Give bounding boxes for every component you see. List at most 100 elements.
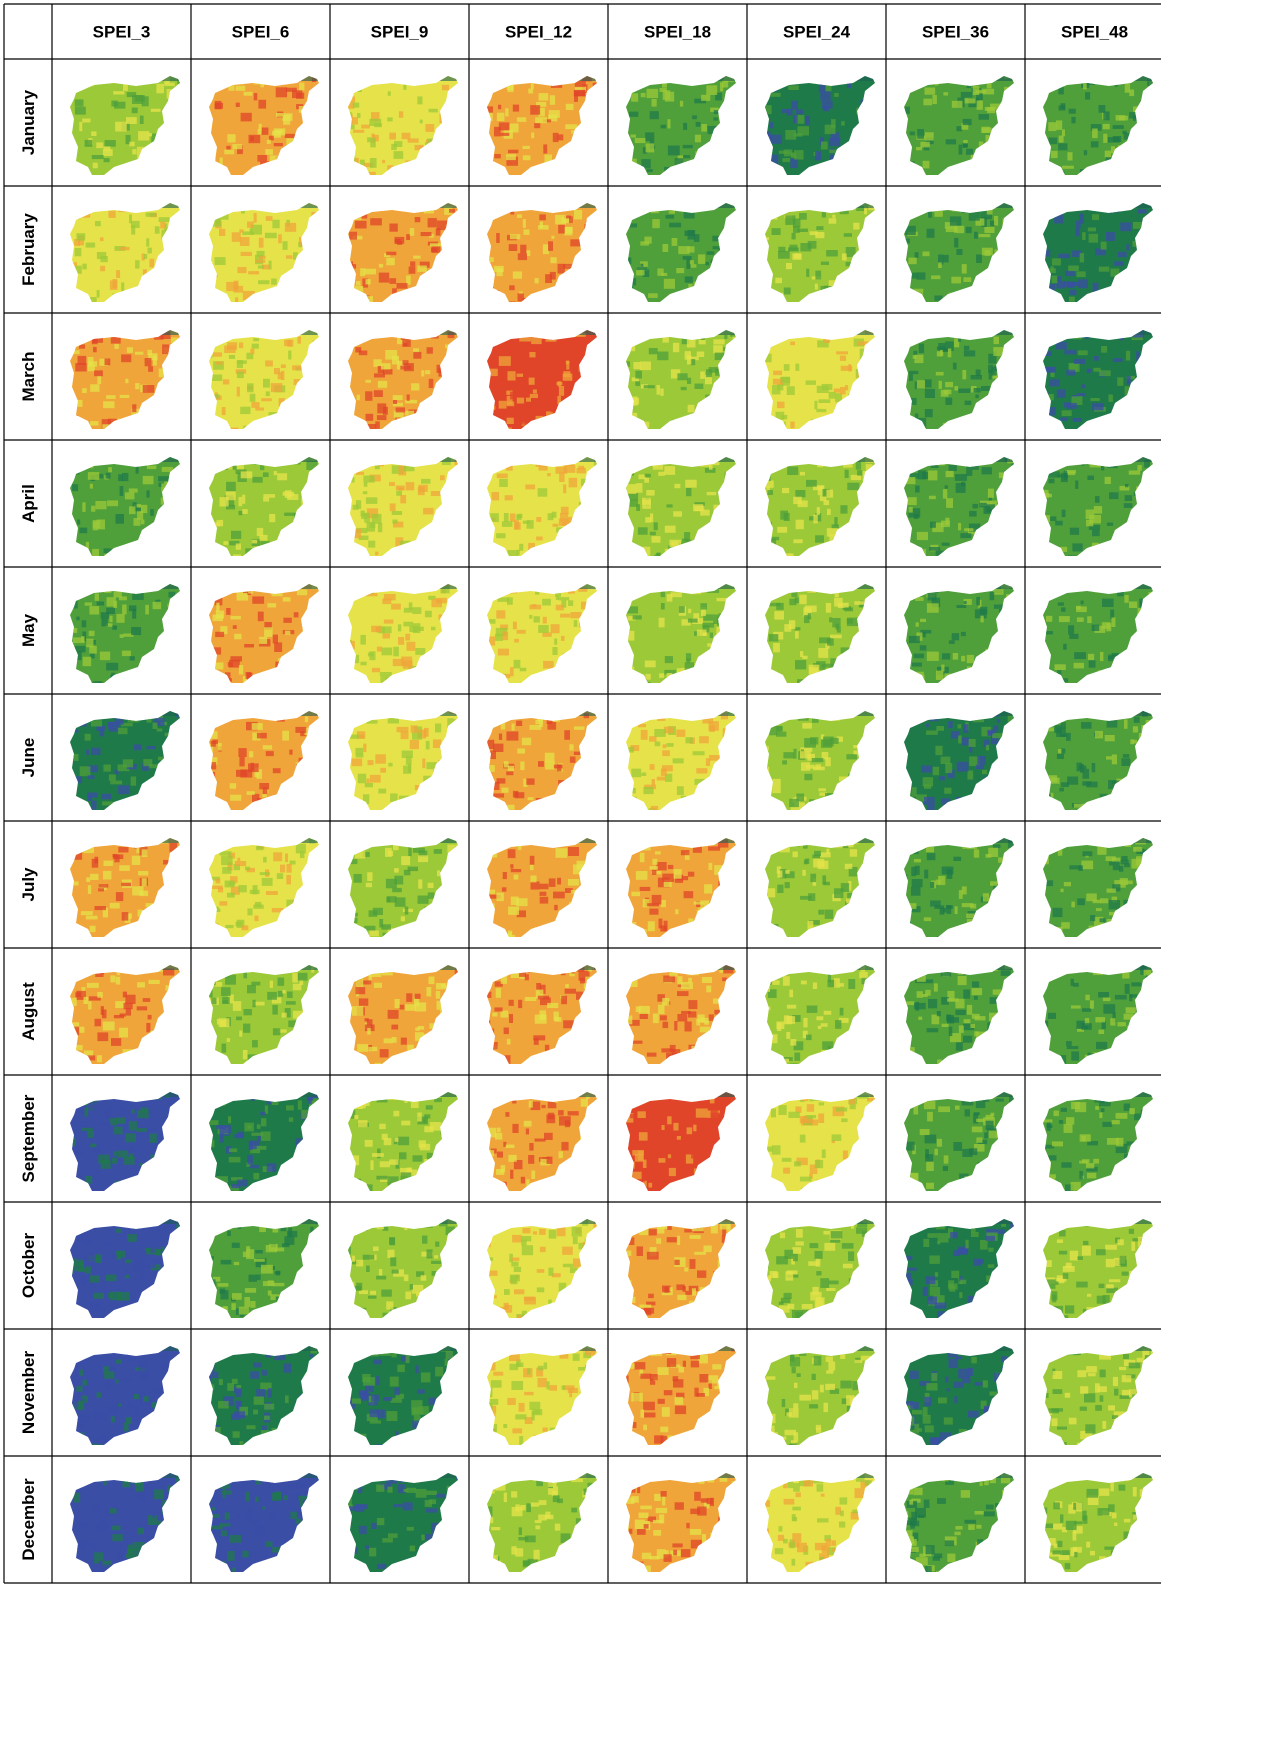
spei-map-august-spei-24: [765, 965, 875, 1064]
spei-map-january-spei-48: [1043, 76, 1153, 175]
row-label-march: March: [19, 351, 38, 401]
spei-map-november-spei-48: [1043, 1346, 1153, 1445]
spei-map-november-spei-3: [70, 1346, 180, 1445]
row-label-october: October: [19, 1233, 38, 1299]
spei-map-december-spei-36: [904, 1473, 1014, 1572]
spei-map-october-spei-48: [1043, 1219, 1153, 1318]
spei-map-august-spei-12: [487, 965, 597, 1064]
spei-map-july-spei-9: [348, 838, 458, 937]
spei-map-october-spei-9: [348, 1219, 458, 1318]
spei-map-december-spei-9: [348, 1473, 458, 1572]
spei-map-february-spei-24: [765, 203, 875, 302]
spei-map-january-spei-36: [904, 76, 1014, 175]
spei-map-february-spei-6: [209, 203, 319, 302]
column-header-spei-6: SPEI_6: [232, 23, 290, 42]
spei-map-may-spei-9: [348, 584, 458, 683]
spei-map-may-spei-18: [626, 584, 736, 683]
spei-map-july-spei-36: [904, 838, 1014, 937]
spei-map-may-spei-12: [487, 584, 597, 683]
spei-map-november-spei-9: [348, 1346, 458, 1445]
column-header-spei-48: SPEI_48: [1061, 23, 1128, 42]
spei-map-august-spei-3: [70, 965, 180, 1064]
spei-map-july-spei-18: [626, 838, 736, 937]
spei-map-november-spei-18: [626, 1346, 736, 1445]
spei-map-september-spei-9: [348, 1092, 458, 1191]
spei-map-november-spei-24: [765, 1346, 875, 1445]
spei-map-june-spei-24: [765, 711, 875, 810]
spei-map-june-spei-12: [487, 711, 597, 810]
row-label-december: December: [19, 1478, 38, 1561]
spei-map-may-spei-6: [209, 584, 319, 683]
spei-map-january-spei-6: [209, 76, 319, 175]
spei-map-march-spei-36: [904, 330, 1014, 429]
spei-map-october-spei-36: [904, 1219, 1014, 1318]
spei-map-december-spei-48: [1043, 1473, 1153, 1572]
spei-map-august-spei-36: [904, 965, 1014, 1064]
row-label-june: June: [19, 738, 38, 778]
spei-map-august-spei-18: [626, 965, 736, 1064]
spei-map-january-spei-24: [765, 76, 875, 175]
spei-map-october-spei-18: [626, 1219, 736, 1318]
spei-map-october-spei-12: [487, 1219, 597, 1318]
column-header-spei-9: SPEI_9: [371, 23, 429, 42]
spei-map-march-spei-6: [209, 330, 319, 429]
spei-map-september-spei-36: [904, 1092, 1014, 1191]
spei-map-july-spei-12: [487, 838, 597, 937]
row-label-august: August: [19, 982, 38, 1041]
spei-map-april-spei-6: [209, 457, 319, 556]
spei-map-march-spei-24: [765, 330, 875, 429]
spei-map-august-spei-6: [209, 965, 319, 1064]
spei-map-june-spei-48: [1043, 711, 1153, 810]
spei-map-july-spei-3: [70, 838, 180, 937]
spei-map-july-spei-48: [1043, 838, 1153, 937]
spei-map-october-spei-6: [209, 1219, 319, 1318]
spei-map-april-spei-3: [70, 457, 180, 556]
spei-map-august-spei-9: [348, 965, 458, 1064]
spei-map-december-spei-24: [765, 1473, 875, 1572]
column-header-spei-12: SPEI_12: [505, 23, 572, 42]
spei-map-december-spei-12: [487, 1473, 597, 1572]
spei-map-october-spei-3: [70, 1219, 180, 1318]
spei-map-september-spei-3: [70, 1092, 180, 1191]
column-header-spei-3: SPEI_3: [93, 23, 151, 42]
spei-map-april-spei-48: [1043, 457, 1153, 556]
row-label-january: January: [19, 89, 38, 155]
spei-map-may-spei-48: [1043, 584, 1153, 683]
column-header-spei-24: SPEI_24: [783, 23, 851, 42]
spei-map-february-spei-18: [626, 203, 736, 302]
row-label-july: July: [19, 867, 38, 902]
spei-map-march-spei-9: [348, 330, 458, 429]
spei-map-april-spei-9: [348, 457, 458, 556]
spei-map-september-spei-24: [765, 1092, 875, 1191]
spei-map-june-spei-3: [70, 711, 180, 810]
spei-map-september-spei-6: [209, 1092, 319, 1191]
spei-map-january-spei-3: [70, 76, 180, 175]
spei-map-december-spei-3: [70, 1473, 180, 1572]
spei-map-july-spei-24: [765, 838, 875, 937]
spei-map-february-spei-12: [487, 203, 597, 302]
spei-map-may-spei-3: [70, 584, 180, 683]
spei-map-february-spei-9: [348, 203, 458, 302]
spei-map-march-spei-18: [626, 330, 736, 429]
spei-map-april-spei-18: [626, 457, 736, 556]
spei-map-january-spei-18: [626, 76, 736, 175]
spei-map-april-spei-24: [765, 457, 875, 556]
spei-map-july-spei-6: [209, 838, 319, 937]
spei-map-january-spei-9: [348, 76, 458, 175]
spei-map-april-spei-12: [487, 457, 597, 556]
spei-map-march-spei-48: [1043, 330, 1153, 429]
spei-map-june-spei-36: [904, 711, 1014, 810]
spei-map-september-spei-48: [1043, 1092, 1153, 1191]
column-header-spei-18: SPEI_18: [644, 23, 711, 42]
spei-map-march-spei-3: [70, 330, 180, 429]
spei-map-may-spei-24: [765, 584, 875, 683]
row-label-may: May: [19, 613, 38, 647]
spei-map-february-spei-48: [1043, 203, 1153, 302]
spei-map-february-spei-3: [70, 203, 180, 302]
spei-map-november-spei-12: [487, 1346, 597, 1445]
column-header-spei-36: SPEI_36: [922, 23, 989, 42]
spei-map-september-spei-18: [626, 1092, 736, 1191]
spei-map-april-spei-36: [904, 457, 1014, 556]
spei-map-november-spei-36: [904, 1346, 1014, 1445]
